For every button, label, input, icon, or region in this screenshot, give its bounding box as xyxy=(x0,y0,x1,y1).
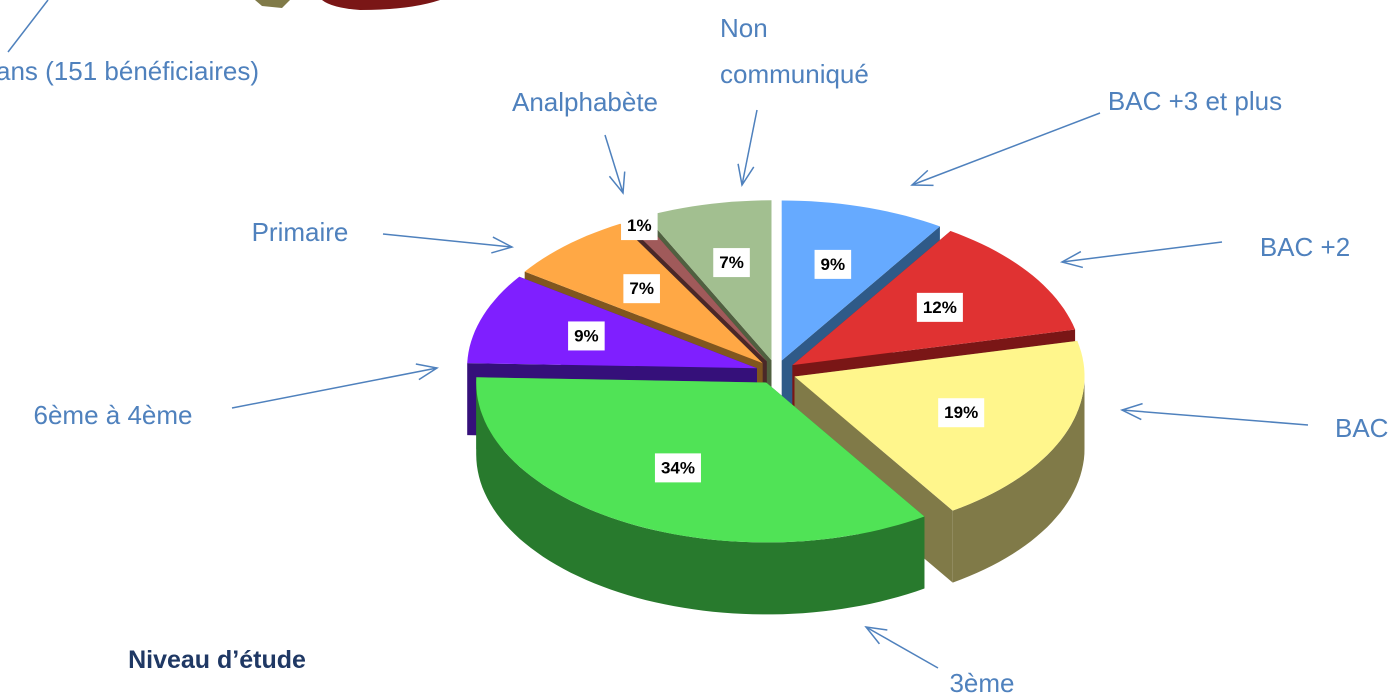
fragment-line xyxy=(7,0,49,53)
value-label: 34% xyxy=(661,458,695,477)
label-arrow xyxy=(866,627,939,669)
value-label-box xyxy=(713,248,750,278)
category-label: Non communiqué xyxy=(720,13,869,89)
fragment xyxy=(322,0,440,10)
chart-title: Niveau d’étude xyxy=(128,646,306,674)
value-label: 7% xyxy=(719,253,744,272)
slice-side xyxy=(476,382,925,615)
category-label: BAC +2 xyxy=(1260,232,1350,262)
value-label-box xyxy=(568,321,605,351)
label-arrow xyxy=(742,109,758,185)
label-arrow xyxy=(604,134,623,193)
slice xyxy=(781,200,940,361)
slice xyxy=(645,200,772,361)
label-arrow xyxy=(1062,241,1223,262)
category-label: 3ème xyxy=(949,668,1014,696)
value-label-box xyxy=(814,249,852,279)
annotation: ans (151 bénéficiaires) xyxy=(0,56,259,86)
category-label: Analphabète xyxy=(512,87,658,117)
label-arrow xyxy=(382,233,512,247)
value-label: 7% xyxy=(629,279,654,298)
slice-side xyxy=(952,376,1085,583)
category-label: 6ème à 4ème xyxy=(34,400,193,430)
value-label: 12% xyxy=(923,298,957,317)
value-label: 9% xyxy=(574,326,599,345)
category-label: BAC +3 et plus xyxy=(1108,86,1282,116)
label-arrow xyxy=(912,112,1101,185)
value-label: 1% xyxy=(627,216,652,235)
value-label-box xyxy=(938,398,985,428)
value-label: 19% xyxy=(944,403,978,422)
category-label: Primaire xyxy=(252,217,349,247)
value-label-box xyxy=(916,292,963,322)
value-label: 9% xyxy=(821,255,846,274)
value-label-box xyxy=(654,453,701,483)
value-label-box xyxy=(623,274,660,304)
value-label-box xyxy=(621,211,658,241)
label-arrow xyxy=(1122,410,1309,426)
label-arrow xyxy=(231,368,437,409)
fragment xyxy=(255,0,290,8)
slice xyxy=(624,217,767,362)
slice xyxy=(467,276,757,369)
category-label: BAC xyxy=(1335,413,1388,443)
